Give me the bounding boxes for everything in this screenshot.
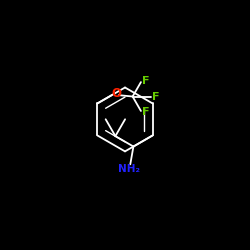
- Text: F: F: [142, 76, 150, 86]
- Text: NH₂: NH₂: [118, 164, 140, 174]
- Text: F: F: [142, 107, 150, 117]
- Text: F: F: [152, 92, 160, 102]
- Text: O: O: [112, 87, 122, 100]
